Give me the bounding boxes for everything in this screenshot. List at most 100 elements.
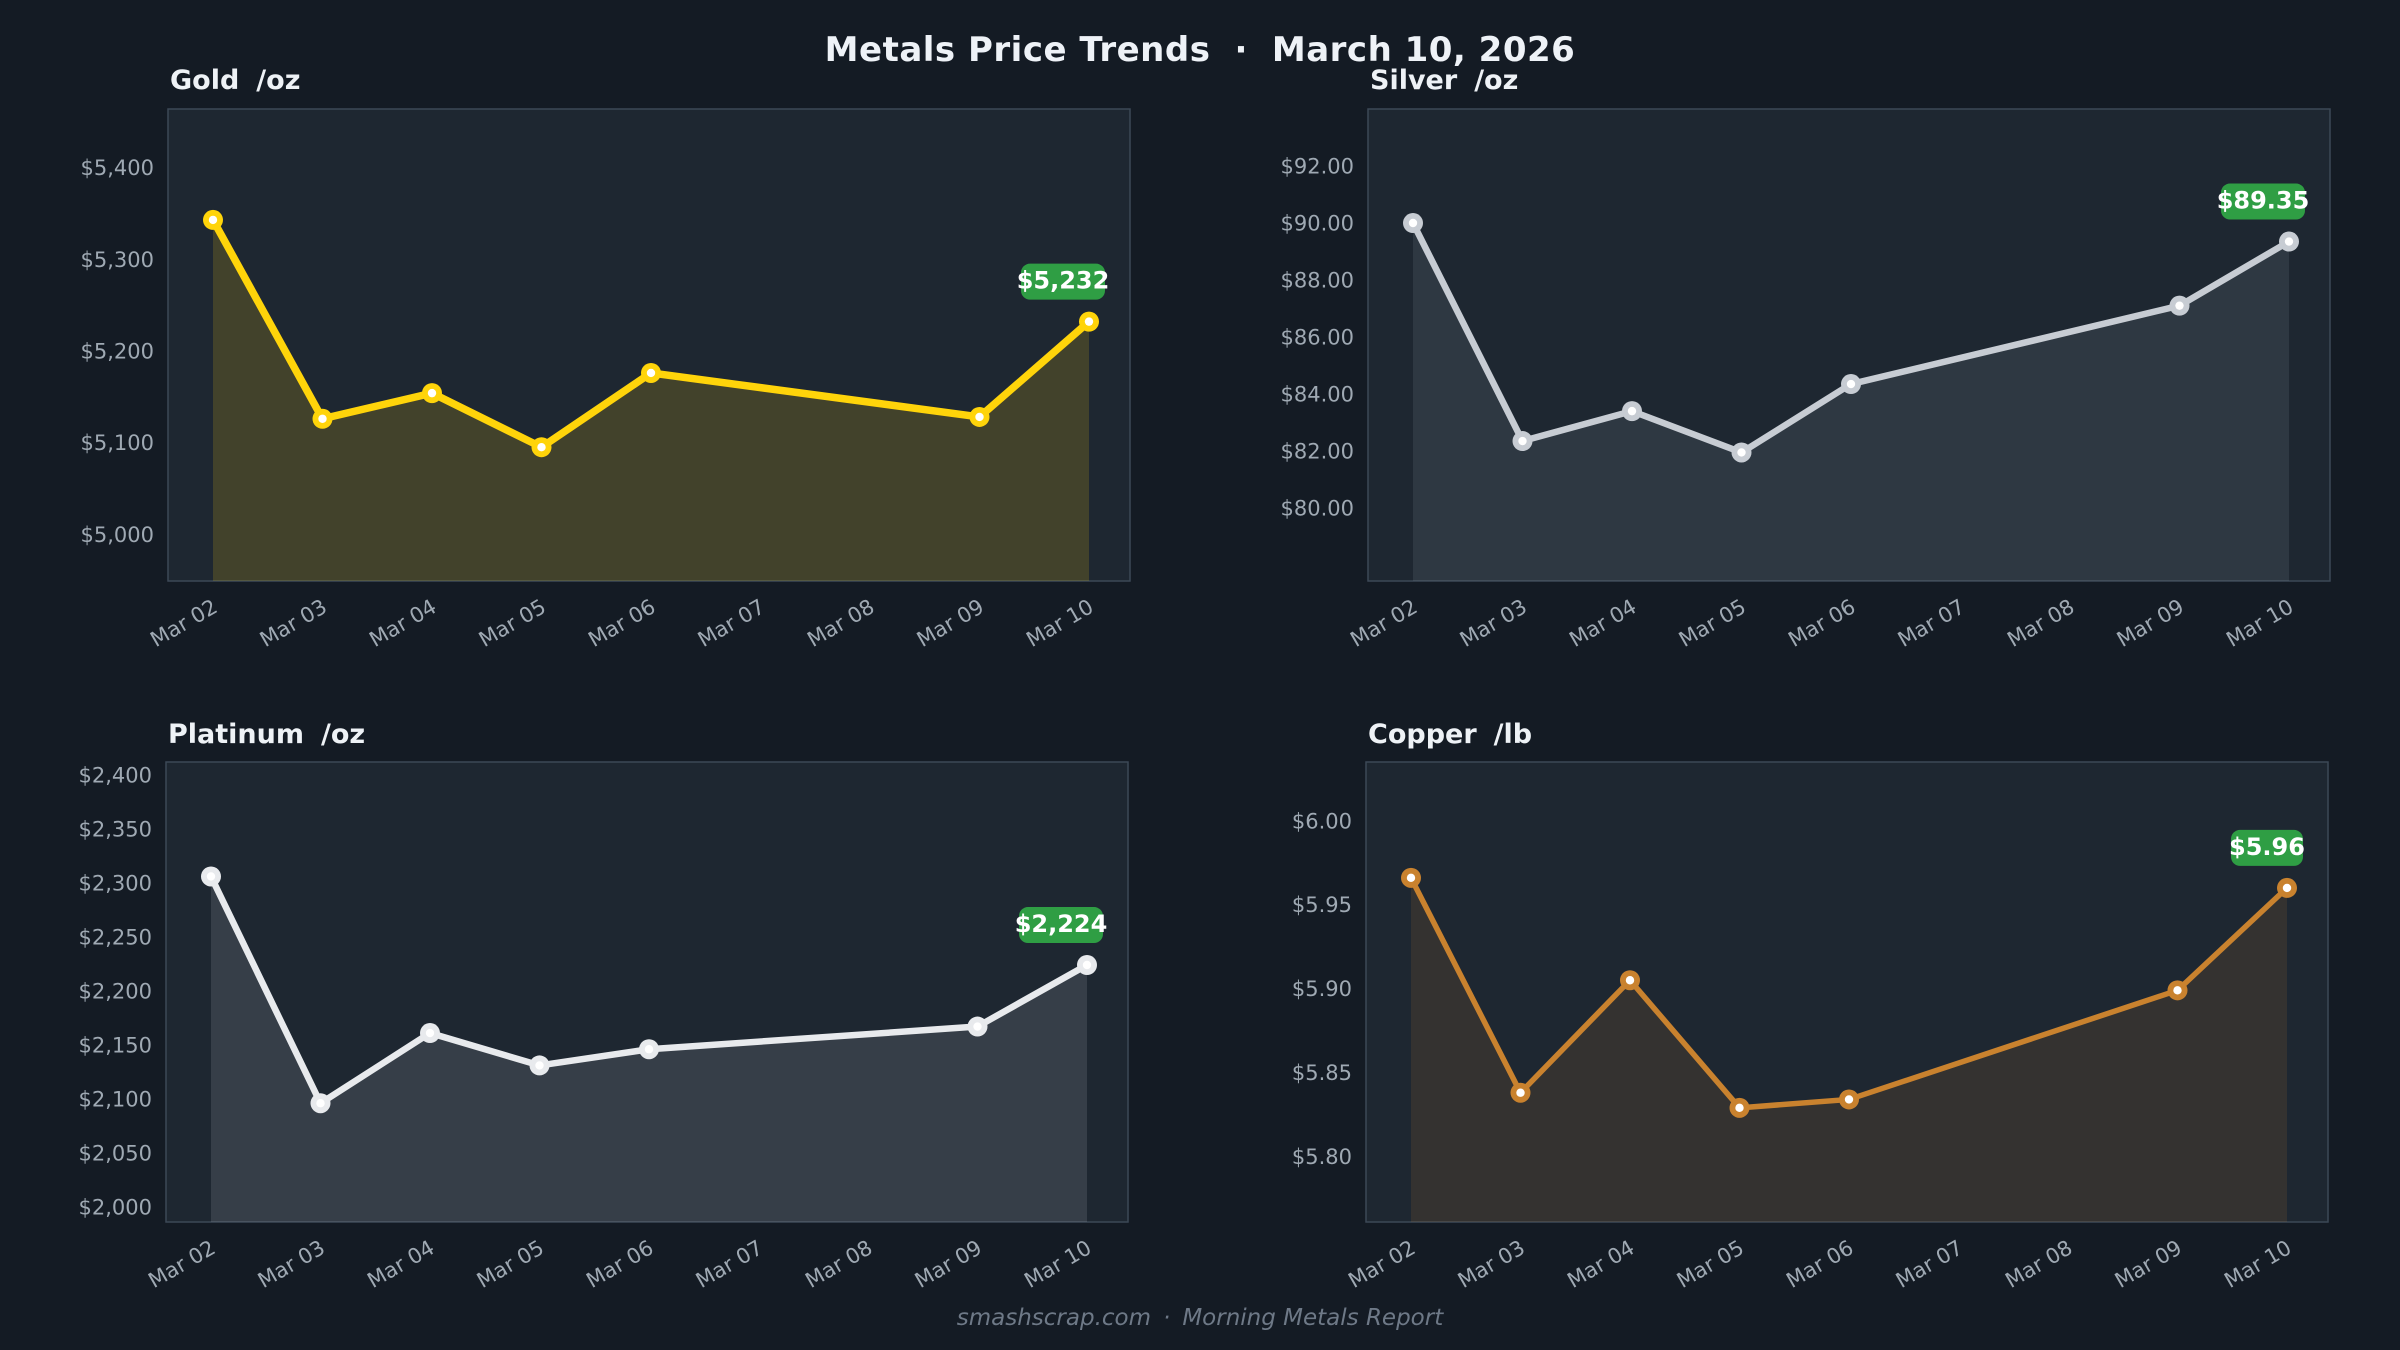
x-tick-label: Mar 09	[2113, 595, 2188, 652]
x-tick-label: Mar 07	[1892, 1236, 1967, 1293]
chart-title-silver: Silver /oz	[1370, 65, 1518, 96]
page-title-text: Metals Price Trends	[824, 30, 1211, 70]
data-point-center	[208, 215, 218, 225]
plot-area	[1367, 108, 2331, 582]
data-point-center	[1084, 317, 1094, 326]
data-point-center	[1406, 873, 1416, 883]
area-fill	[213, 219, 1089, 581]
data-point-center	[975, 412, 984, 422]
x-tick-label: Mar 04	[365, 595, 440, 652]
page-footer: smashscrap.com · Morning Metals Report	[0, 1305, 2400, 1331]
chart-title-gold: Gold /oz	[170, 65, 300, 96]
x-tick-label: Mar 02	[144, 1236, 219, 1293]
x-tick-label: Mar 03	[256, 595, 331, 652]
data-point-center	[1518, 436, 1527, 446]
y-tick-label: $2,000	[79, 1195, 152, 1219]
page-title: Metals Price Trends · March 10, 2026	[0, 30, 2400, 70]
area-fill	[1413, 223, 2289, 582]
x-tick-label: Mar 06	[582, 1236, 657, 1293]
x-tick-label: Mar 10	[1020, 1236, 1095, 1293]
chart-title-text: Gold	[170, 65, 240, 96]
y-tick-label: $2,100	[79, 1087, 152, 1111]
y-tick-label: $5,200	[81, 339, 154, 363]
x-tick-label: Mar 04	[1563, 1236, 1638, 1293]
chart-title-platinum: Platinum /oz	[168, 719, 365, 750]
y-tick-label: $2,250	[79, 925, 152, 949]
x-tick-label: Mar 05	[475, 595, 550, 652]
x-tick-label: Mar 04	[363, 1236, 438, 1293]
chart-title-text: Copper	[1368, 719, 1477, 750]
x-tick-label: Mar 02	[1346, 595, 1421, 652]
data-point-center	[316, 1099, 325, 1108]
y-tick-label: $5.85	[1292, 1061, 1352, 1085]
y-tick-label: $5,300	[81, 248, 154, 272]
chart-gold: Gold /oz $5,400 $5,300 $5,200 $5,100 $5,000 M…	[60, 60, 1160, 685]
copper-plot-svg: $6.00 $5.95 $5.90 $5.85 $5.80 Mar 02 Mar 03 Mar…	[1292, 761, 2329, 1293]
chart-silver: Silver /oz $92.00 $90.00 $88.00 $86.00 $84.0…	[1260, 60, 2360, 685]
data-point-center	[2175, 301, 2184, 310]
data-point-center	[973, 1022, 982, 1031]
x-tick-label: Mar 09	[913, 595, 988, 652]
last-price-badge-label: $5.96	[2229, 833, 2305, 861]
y-tick-label: $80.00	[1281, 497, 1354, 521]
data-point-center	[2284, 237, 2294, 246]
data-point-center	[1737, 448, 1746, 457]
chart-platinum: Platinum /oz $2,400 $2,350 $2,300 $2,250 $2,…	[60, 698, 1160, 1343]
gold-plot-svg: $5,400 $5,300 $5,200 $5,100 $5,000 Mar 02 Mar …	[81, 108, 1131, 652]
x-tick-label: Mar 06	[1782, 1236, 1857, 1293]
y-tick-label: $5.80	[1292, 1145, 1352, 1169]
chart-title-unit: /lb	[1493, 719, 1533, 750]
x-tick-label: Mar 02	[1344, 1236, 1419, 1293]
plot-area	[167, 108, 1131, 582]
data-point-center	[1627, 406, 1637, 416]
data-point-center	[1625, 976, 1635, 985]
data-point-center	[1844, 1095, 1854, 1104]
y-tick-label: $2,300	[79, 871, 152, 895]
data-point-center	[425, 1028, 435, 1038]
x-tick-label: Mar 07	[692, 1236, 767, 1293]
x-tick-label: Mar 08	[803, 595, 878, 652]
footer-report-label: Morning Metals Report	[1182, 1305, 1444, 1331]
platinum-plot-svg: $2,400 $2,350 $2,300 $2,250 $2,200 $2,150 $2,1…	[79, 761, 1129, 1293]
y-tick-label: $86.00	[1281, 326, 1354, 350]
data-point-center	[1408, 218, 1418, 228]
y-tick-label: $82.00	[1281, 440, 1354, 464]
silver-plot-svg: $92.00 $90.00 $88.00 $86.00 $84.00 $82.00 $80.…	[1281, 108, 2331, 652]
y-tick-label: $5,400	[81, 156, 154, 180]
data-point-center	[535, 1061, 544, 1070]
y-tick-label: $5,100	[81, 431, 154, 455]
x-tick-label: Mar 08	[2003, 595, 2078, 652]
chart-title-unit: /oz	[321, 719, 366, 750]
chart-title-text: Silver	[1370, 65, 1458, 96]
y-tick-label: $5.90	[1292, 977, 1352, 1001]
x-tick-label: Mar 05	[473, 1236, 548, 1293]
x-tick-label: Mar 03	[1454, 1236, 1529, 1293]
x-tick-label: Mar 09	[2111, 1236, 2186, 1293]
last-price-badge	[1021, 263, 1105, 300]
y-tick-label: $5,000	[81, 523, 154, 547]
x-tick-label: Mar 07	[694, 595, 769, 652]
last-price-badge-label: $5,232	[1017, 267, 1110, 295]
data-point-center	[1082, 960, 1092, 970]
last-price-badge	[1019, 907, 1103, 944]
last-price-badge	[2231, 829, 2303, 866]
last-price-badge	[2221, 183, 2305, 220]
data-point-center	[427, 388, 437, 398]
title-separator: ·	[1234, 30, 1248, 70]
data-point-center	[646, 368, 656, 378]
data-point-center	[1516, 1088, 1525, 1097]
y-tick-label: $2,200	[79, 979, 152, 1003]
x-tick-label: Mar 08	[2001, 1236, 2076, 1293]
chart-title-text: Platinum	[168, 719, 305, 750]
chart-title-unit: /oz	[1474, 65, 1519, 96]
x-tick-label: Mar 03	[254, 1236, 329, 1293]
chart-title-copper: Copper /lb	[1368, 719, 1532, 750]
data-point-center	[2282, 883, 2292, 893]
page-date: March 10, 2026	[1271, 30, 1576, 70]
x-tick-label: Mar 06	[584, 595, 659, 652]
x-tick-label: Mar 08	[801, 1236, 876, 1293]
chart-copper: Copper /lb $6.00 $5.95 $5.90 $5.85 $5.80 Mar …	[1260, 698, 2360, 1343]
x-tick-label: Mar 04	[1565, 595, 1640, 652]
footer-separator: ·	[1163, 1305, 1171, 1331]
